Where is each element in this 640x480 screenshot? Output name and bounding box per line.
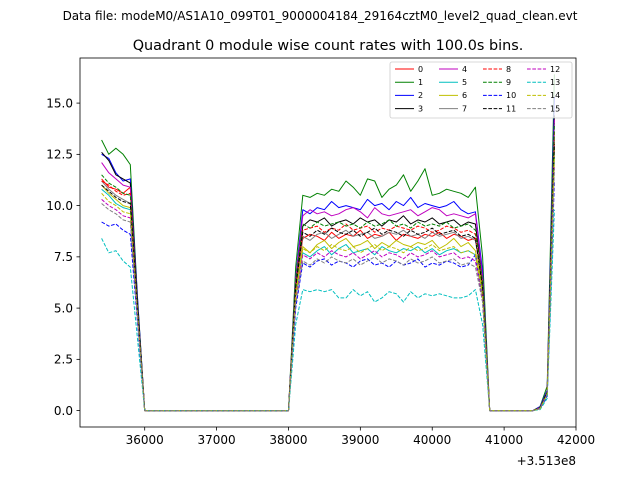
x-tick-label: 36000: [126, 433, 164, 447]
legend-label-10: 10: [506, 91, 516, 100]
legend-label-14: 14: [550, 91, 560, 100]
legend-label-1: 1: [418, 78, 423, 87]
x-tick-label: 39000: [341, 433, 379, 447]
series-lines: [101, 74, 555, 412]
y-tick-label: 0.0: [54, 404, 73, 418]
y-tick-label: 15.0: [46, 96, 73, 110]
x-tick-label: 38000: [269, 433, 307, 447]
x-offset-label: +3.513e8: [517, 454, 576, 468]
legend-label-7: 7: [462, 104, 467, 113]
x-axis: 36000 37000 38000 39000 40000 41000 42000: [126, 427, 595, 447]
legend-label-12: 12: [550, 65, 560, 74]
chart-title: Quadrant 0 module wise count rates with …: [133, 38, 524, 54]
legend-label-11: 11: [506, 104, 516, 113]
x-tick-label: 40000: [413, 433, 451, 447]
y-tick-label: 5.0: [54, 301, 73, 315]
x-tick-label: 42000: [557, 433, 595, 447]
legend-label-2: 2: [418, 91, 423, 100]
legend-label-6: 6: [462, 91, 467, 100]
y-tick-label: 12.5: [46, 148, 73, 162]
y-tick-label: 7.5: [54, 250, 73, 264]
legend-label-15: 15: [550, 104, 560, 113]
legend-label-5: 5: [462, 78, 467, 87]
x-tick-label: 37000: [197, 433, 235, 447]
legend-box: [389, 61, 573, 119]
legend-label-13: 13: [550, 78, 560, 87]
series-line-11: [101, 144, 555, 412]
legend-label-4: 4: [462, 65, 467, 74]
series-line-15: [101, 168, 555, 412]
legend-label-9: 9: [506, 78, 511, 87]
y-tick-label: 10.0: [46, 199, 73, 213]
y-axis: 0.0 2.5 5.0 7.5 10.0 12.5 15.0: [46, 96, 80, 418]
x-tick-label: 41000: [485, 433, 523, 447]
y-tick-label: 2.5: [54, 353, 73, 367]
legend-label-3: 3: [418, 104, 423, 113]
plot-frame: [79, 57, 577, 428]
legend-label-0: 0: [418, 65, 423, 74]
data-file-suptitle: Data file: modeM0/AS1A10_099T01_90000041…: [63, 9, 578, 23]
legend-label-8: 8: [506, 65, 511, 74]
